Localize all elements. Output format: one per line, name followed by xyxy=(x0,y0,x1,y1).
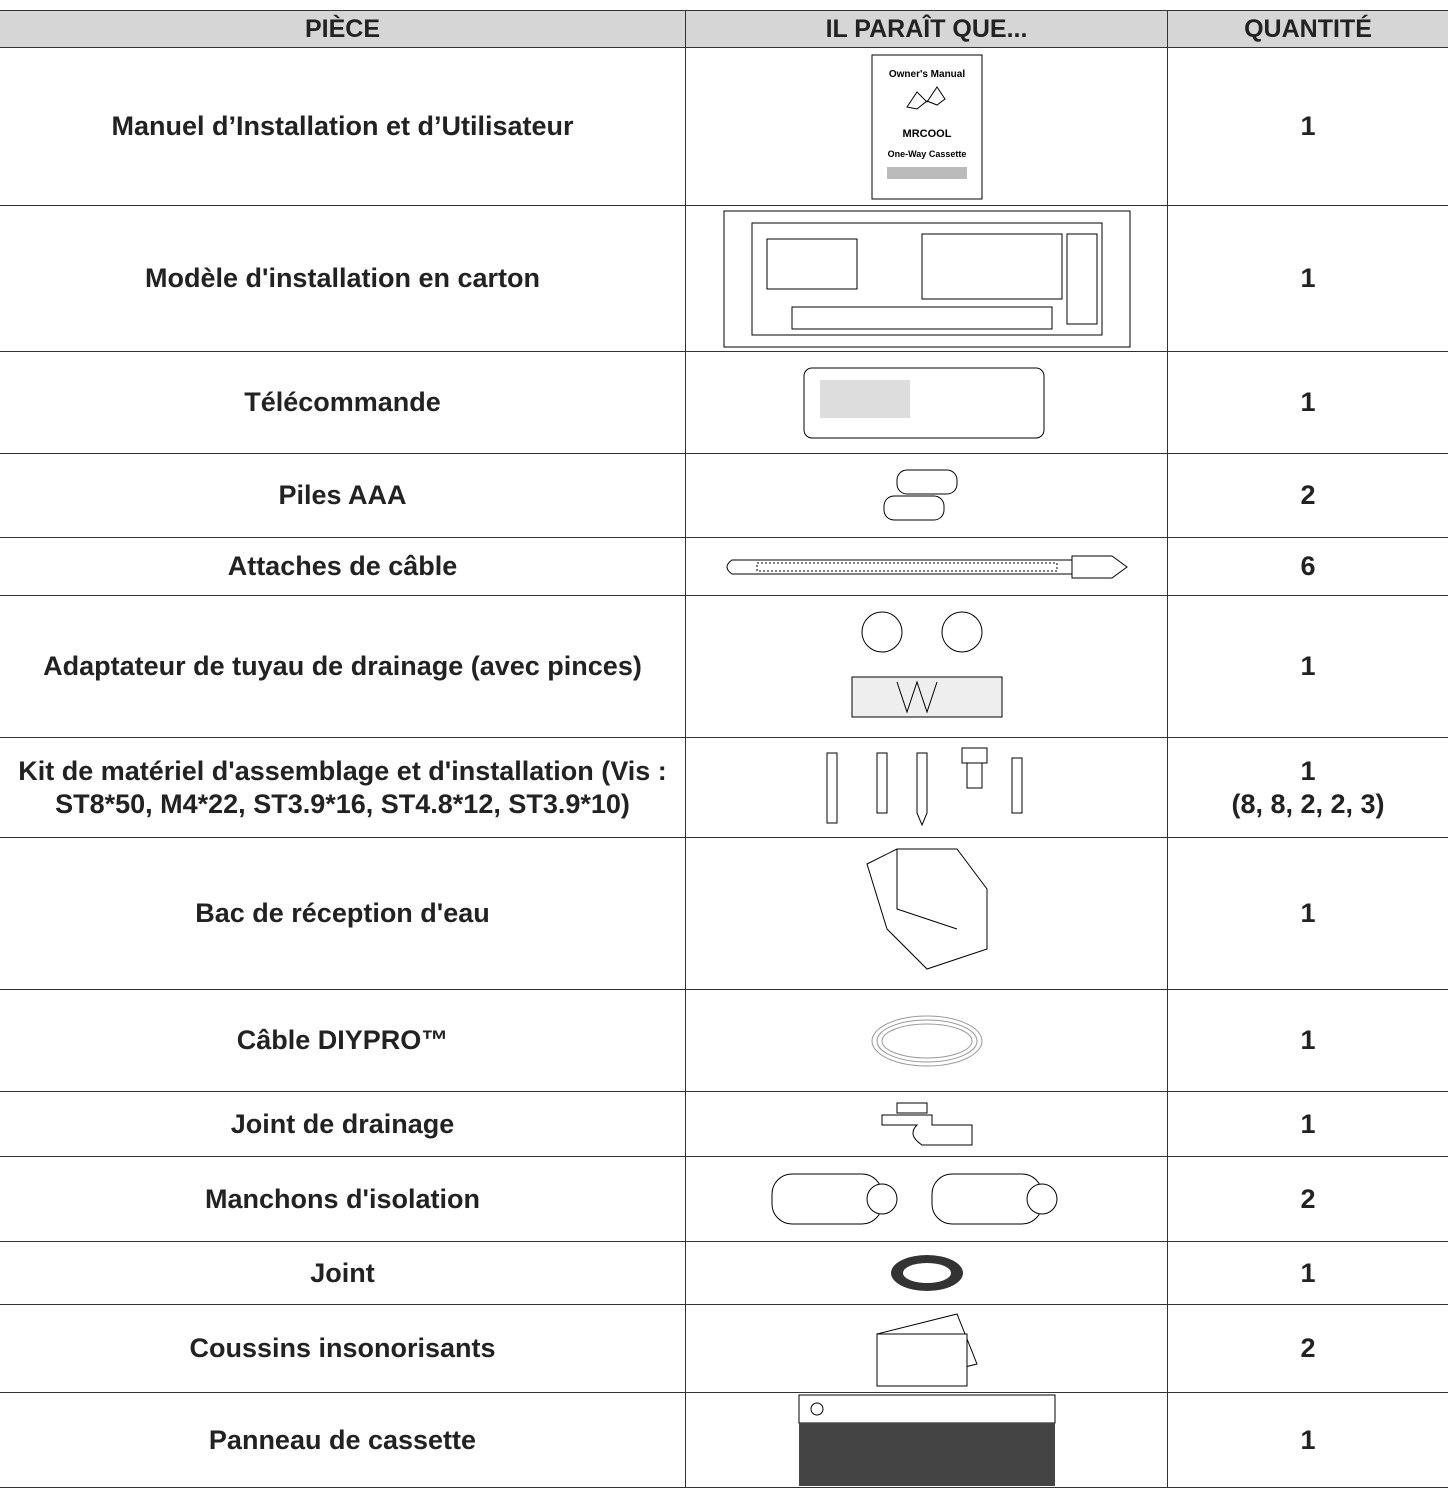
column-header: IL PARAÎT QUE... xyxy=(686,10,1168,48)
quantity: 1 xyxy=(1168,838,1448,990)
part-name: Manuel d’Installation et d’Utilisateur xyxy=(0,48,686,206)
quantity-value: 2 xyxy=(1300,1333,1316,1364)
quantity-note: (8, 8, 2, 2, 3) xyxy=(1231,788,1385,819)
quantity: 1 xyxy=(1168,352,1448,454)
quantity-value: 1 xyxy=(1300,898,1316,929)
quantity: 1 xyxy=(1168,1242,1448,1305)
quantity-value: 1 xyxy=(1300,1108,1316,1139)
manual-brand: MRCOOL xyxy=(902,128,951,140)
parts-table: PIÈCE IL PARAÎT QUE... QUANTITÉ Manuel d’In… xyxy=(0,10,1448,1488)
quantity-value: 1 xyxy=(1300,756,1316,787)
part-name: Panneau de cassette xyxy=(0,1393,686,1488)
part-image xyxy=(686,1305,1168,1393)
column-header: QUANTITÉ xyxy=(1168,10,1448,48)
quantity-value: 1 xyxy=(1300,1025,1316,1056)
quantity: 1 xyxy=(1168,1393,1448,1488)
part-image xyxy=(686,538,1168,596)
quantity-value: 2 xyxy=(1300,480,1316,511)
manual-model: One-Way Cassette xyxy=(887,149,966,159)
part-image xyxy=(686,206,1168,352)
part-image xyxy=(686,1242,1168,1305)
part-image xyxy=(686,1393,1168,1488)
quantity: 1 xyxy=(1168,1092,1448,1157)
quantity: 1 xyxy=(1168,596,1448,738)
part-name: Manchons d'isolation xyxy=(0,1157,686,1242)
part-image xyxy=(686,990,1168,1092)
part-image xyxy=(686,352,1168,454)
part-name: Joint de drainage xyxy=(0,1092,686,1157)
quantity: 2 xyxy=(1168,1157,1448,1242)
quantity-value: 1 xyxy=(1300,651,1316,682)
quantity: 2 xyxy=(1168,454,1448,538)
quantity-value: 1 xyxy=(1300,111,1316,142)
part-image xyxy=(686,596,1168,738)
part-name: Piles AAA xyxy=(0,454,686,538)
part-name: Coussins insonorisants xyxy=(0,1305,686,1393)
quantity-value: 6 xyxy=(1300,551,1316,582)
quantity: 6 xyxy=(1168,538,1448,596)
part-name: Attaches de câble xyxy=(0,538,686,596)
quantity: 1 xyxy=(1168,206,1448,352)
part-name: Adaptateur de tuyau de drainage (avec pi… xyxy=(0,596,686,738)
part-image: Owner's Manual MRCOOL One-Way Cassette xyxy=(686,48,1168,206)
quantity: 2 xyxy=(1168,1305,1448,1393)
part-image xyxy=(686,738,1168,838)
quantity: 1 (8, 8, 2, 2, 3) xyxy=(1168,738,1448,838)
part-image xyxy=(686,1157,1168,1242)
quantity-value: 2 xyxy=(1300,1183,1316,1214)
quantity: 1 xyxy=(1168,48,1448,206)
part-name: Câble DIYPRO™ xyxy=(0,990,686,1092)
part-name: Modèle d'installation en carton xyxy=(0,206,686,352)
quantity: 1 xyxy=(1168,990,1448,1092)
part-image xyxy=(686,454,1168,538)
part-name: Joint xyxy=(0,1242,686,1305)
part-name: Kit de matériel d'assemblage et d'instal… xyxy=(0,738,686,838)
manual-title: Owner's Manual xyxy=(888,69,965,80)
quantity-value: 1 xyxy=(1300,387,1316,418)
part-name: Bac de réception d'eau xyxy=(0,838,686,990)
column-header: PIÈCE xyxy=(0,10,686,48)
part-image xyxy=(686,1092,1168,1157)
part-image xyxy=(686,838,1168,990)
part-name: Télécommande xyxy=(0,352,686,454)
quantity-value: 1 xyxy=(1300,1424,1316,1455)
quantity-value: 1 xyxy=(1300,263,1316,294)
quantity-value: 1 xyxy=(1300,1257,1316,1288)
